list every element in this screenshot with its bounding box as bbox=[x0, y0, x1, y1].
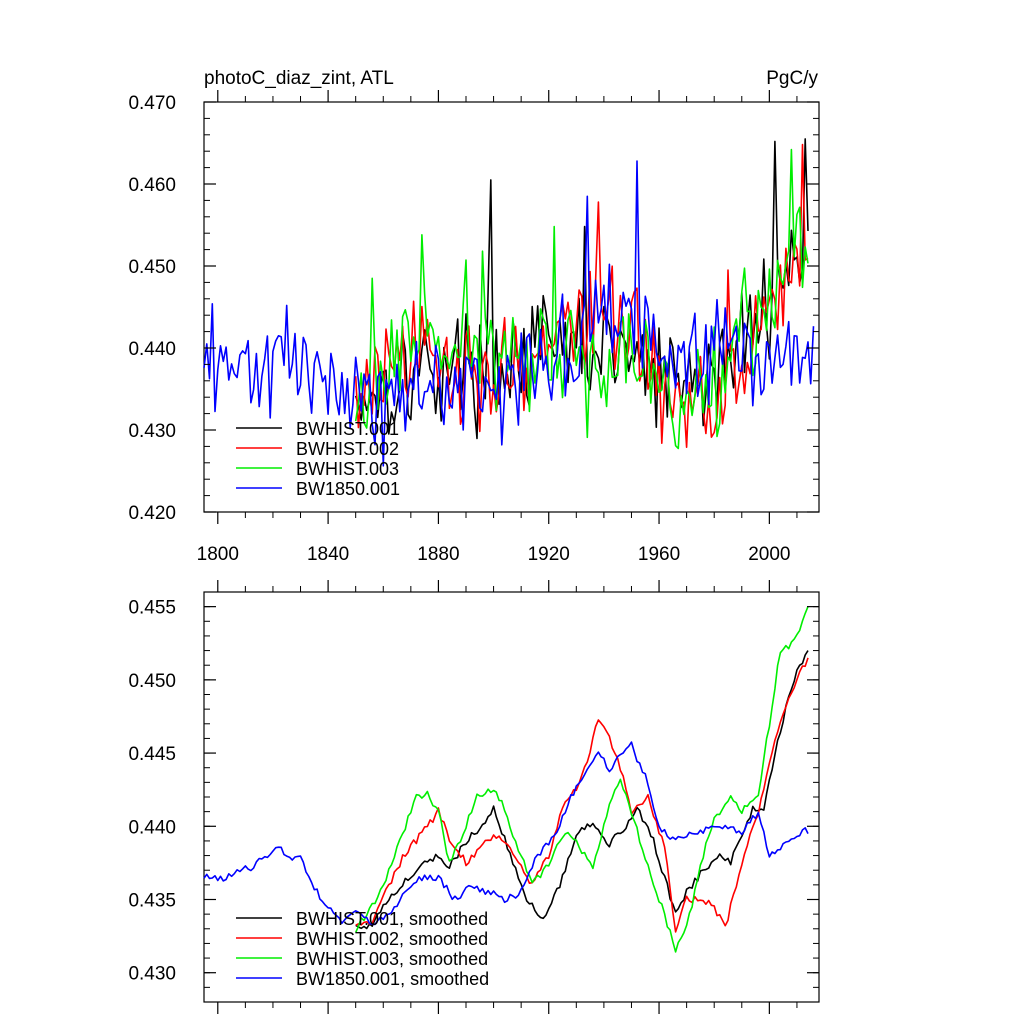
y-tick-label: 0.430 bbox=[128, 421, 176, 442]
y-tick-label: 0.440 bbox=[128, 817, 176, 838]
y-tick-label: 0.435 bbox=[128, 891, 176, 912]
top-series-group bbox=[203, 138, 815, 467]
top-plot-frame bbox=[203, 101, 820, 513]
series-line-2 bbox=[354, 143, 809, 448]
y-tick-label: 0.455 bbox=[128, 598, 176, 619]
y-tick-label: 0.430 bbox=[128, 964, 176, 985]
top-panel: photoC_diaz_zint, ATL PgC/y 0.4200.4300.… bbox=[128, 68, 820, 565]
legend-label: BWHIST.002 bbox=[296, 439, 399, 459]
x-tick-label: 1960 bbox=[638, 544, 680, 565]
legend-label: BWHIST.001, smoothed bbox=[296, 909, 488, 929]
x-tick-label: 1840 bbox=[307, 544, 349, 565]
legend-label: BWHIST.003, smoothed bbox=[296, 949, 488, 969]
top-axis-ticks: 0.420 0.430 0.440 0.450 0.460 0.470 1800 1840 18… bbox=[128, 90, 819, 565]
y-tick-label: 0.470 bbox=[128, 93, 176, 114]
top-title-right: PgC/y bbox=[766, 68, 818, 89]
top-title-left: photoC_diaz_zint, ATL bbox=[204, 68, 394, 89]
bottom-panel: 0.430 0.435 0.440 0.445 0.450 0.455 BWHIST.00… bbox=[128, 580, 820, 1014]
y-tick-label: 0.450 bbox=[128, 671, 176, 692]
legend-label: BWHIST.001 bbox=[296, 419, 399, 439]
x-tick-label: 2000 bbox=[748, 544, 790, 565]
series-line-4 bbox=[203, 741, 809, 926]
legend-label: BWHIST.002, smoothed bbox=[296, 929, 488, 949]
series-line-1 bbox=[354, 138, 809, 440]
series-line-1 bbox=[355, 650, 809, 930]
legend-label: BW1850.001 bbox=[296, 479, 400, 499]
legend-label: BWHIST.003 bbox=[296, 459, 399, 479]
y-tick-label: 0.420 bbox=[128, 503, 176, 524]
y-tick-label: 0.450 bbox=[128, 257, 176, 278]
y-tick-label: 0.445 bbox=[128, 744, 176, 765]
legend-label: BW1850.001, smoothed bbox=[296, 969, 489, 989]
bottom-series-group bbox=[203, 606, 809, 953]
series-line-2 bbox=[355, 657, 809, 933]
y-tick-label: 0.460 bbox=[128, 175, 176, 196]
series-line-3 bbox=[354, 148, 809, 450]
series-line-3 bbox=[354, 606, 809, 953]
bottom-axis-ticks: 0.430 0.435 0.440 0.445 0.450 0.455 bbox=[128, 580, 819, 1014]
x-tick-label: 1920 bbox=[528, 544, 570, 565]
x-tick-label: 1880 bbox=[417, 544, 459, 565]
x-tick-label: 1800 bbox=[197, 544, 239, 565]
series-line-4 bbox=[203, 160, 815, 467]
y-tick-label: 0.440 bbox=[128, 339, 176, 360]
